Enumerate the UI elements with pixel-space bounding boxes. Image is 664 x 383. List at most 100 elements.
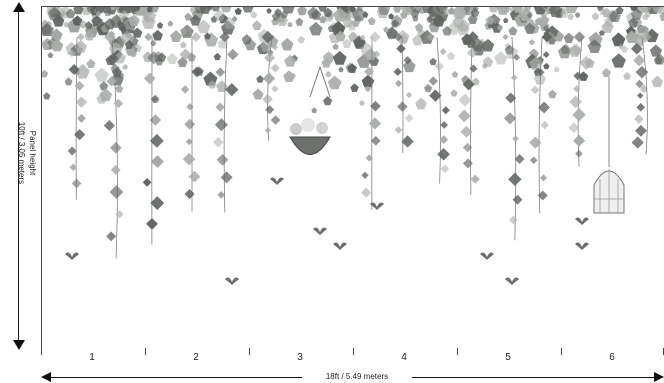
ivy-leaf bbox=[214, 118, 228, 132]
ivy-leaf bbox=[184, 188, 195, 200]
ivy-leaf bbox=[72, 15, 83, 26]
ivy-leaf bbox=[213, 52, 221, 61]
ivy-leaf bbox=[637, 92, 644, 99]
ivy-leaf bbox=[502, 17, 509, 24]
ivy-leaf bbox=[652, 7, 664, 13]
ivy-leaf bbox=[460, 125, 473, 138]
ivy-leaf bbox=[287, 21, 293, 28]
ivy-leaf bbox=[530, 85, 540, 95]
ivy-leaf bbox=[149, 114, 162, 126]
ivy-leaf bbox=[256, 74, 264, 83]
ivy-leaf bbox=[110, 164, 121, 175]
ivy-leaf bbox=[450, 89, 458, 97]
ivy-leaf bbox=[496, 24, 504, 31]
ivy-leaf bbox=[350, 83, 359, 92]
ivy-leaf bbox=[481, 38, 495, 52]
vine-strand bbox=[75, 36, 78, 200]
ivy-leaf bbox=[503, 112, 517, 125]
ivy-leaf bbox=[122, 64, 128, 70]
hanging-vines bbox=[67, 30, 652, 259]
ivy-leaf bbox=[574, 11, 581, 18]
ivy-leaf bbox=[179, 48, 192, 61]
ivy-leaf bbox=[370, 135, 381, 146]
ivy-leaf bbox=[601, 7, 612, 18]
ivy-leaf bbox=[364, 48, 377, 61]
ivy-leaf bbox=[150, 95, 159, 104]
ivy-leaf bbox=[364, 66, 374, 77]
ivy-leaf bbox=[439, 48, 447, 56]
ivy-leaf bbox=[541, 31, 553, 43]
ivy-mural-illustration bbox=[42, 7, 664, 285]
ivy-leaf bbox=[569, 95, 582, 109]
ivy-leaf bbox=[170, 30, 183, 43]
ivy-leaf bbox=[120, 30, 135, 45]
height-label-line-1: Panel height bbox=[28, 130, 37, 176]
bird-icon bbox=[270, 177, 284, 185]
ivy-leaf bbox=[365, 154, 373, 162]
ivy-leaf bbox=[625, 30, 639, 44]
ivy-leaf bbox=[482, 56, 494, 67]
ivy-leaf bbox=[401, 135, 414, 148]
ivy-leaf bbox=[103, 120, 115, 132]
ivy-leaf bbox=[485, 15, 495, 25]
ivy-leaf bbox=[327, 75, 342, 90]
ivy-leaf bbox=[451, 7, 467, 19]
height-dimension-label: Panel height 10ft / 3,05 meters bbox=[0, 122, 40, 208]
ivy-leaf bbox=[75, 64, 90, 79]
bird-icon bbox=[370, 202, 384, 210]
ivy-leaf bbox=[560, 9, 569, 18]
ivy-leaf bbox=[393, 32, 403, 42]
ivy-leaf bbox=[180, 85, 190, 94]
ivy-leaf bbox=[264, 127, 272, 134]
ivy-leaf bbox=[242, 7, 254, 13]
ivy-leaf bbox=[322, 51, 335, 63]
ivy-leaf bbox=[442, 7, 450, 15]
ivy-leaf bbox=[227, 48, 239, 61]
ivy-leaf bbox=[71, 178, 82, 189]
ivy-leaf bbox=[86, 58, 96, 69]
ivy-leaf bbox=[147, 51, 161, 65]
ivy-foliage bbox=[42, 7, 664, 114]
ivy-leaf bbox=[96, 93, 107, 104]
ivy-leaf bbox=[630, 42, 643, 55]
ivy-leaf bbox=[333, 7, 348, 22]
panel-tick-row bbox=[41, 348, 664, 356]
ivy-leaf bbox=[653, 55, 663, 65]
ivy-leaf bbox=[106, 52, 120, 66]
ivy-leaf bbox=[540, 174, 548, 182]
ivy-leaf bbox=[370, 100, 381, 112]
ivy-leaf bbox=[64, 77, 73, 86]
ivy-leaf bbox=[42, 22, 54, 36]
ivy-leaf bbox=[150, 196, 165, 211]
ivy-leaf bbox=[194, 7, 207, 14]
ivy-leaf bbox=[578, 71, 589, 81]
ivy-leaf bbox=[514, 154, 525, 164]
ivy-leaf bbox=[579, 55, 594, 70]
ivy-leaf bbox=[368, 117, 382, 130]
ivy-leaf bbox=[150, 39, 157, 46]
ivy-leaf bbox=[395, 79, 403, 87]
ivy-leaf bbox=[179, 41, 187, 48]
ivy-leaf bbox=[73, 7, 84, 15]
bird-icon bbox=[65, 252, 79, 260]
ivy-leaf bbox=[630, 7, 643, 20]
ivy-leaf bbox=[191, 32, 202, 42]
ivy-leaf bbox=[528, 38, 535, 45]
ivy-leaf bbox=[424, 84, 433, 93]
ivy-leaf bbox=[529, 136, 542, 149]
ivy-leaf bbox=[426, 7, 441, 17]
ivy-leaf bbox=[428, 76, 438, 86]
ivy-leaf bbox=[442, 25, 452, 36]
vine-strand bbox=[401, 36, 404, 154]
ivy-leaf bbox=[262, 93, 273, 105]
ivy-leaf bbox=[347, 63, 357, 73]
ivy-leaf bbox=[76, 32, 86, 42]
ivy-leaf bbox=[434, 61, 445, 72]
ivy-leaf bbox=[323, 96, 333, 106]
ivy-leaf bbox=[75, 96, 88, 108]
ivy-leaf bbox=[529, 56, 543, 70]
ivy-leaf bbox=[106, 76, 117, 87]
ivy-leaf bbox=[332, 50, 347, 65]
ivy-leaf bbox=[99, 81, 109, 91]
ivy-leaf bbox=[189, 14, 201, 26]
